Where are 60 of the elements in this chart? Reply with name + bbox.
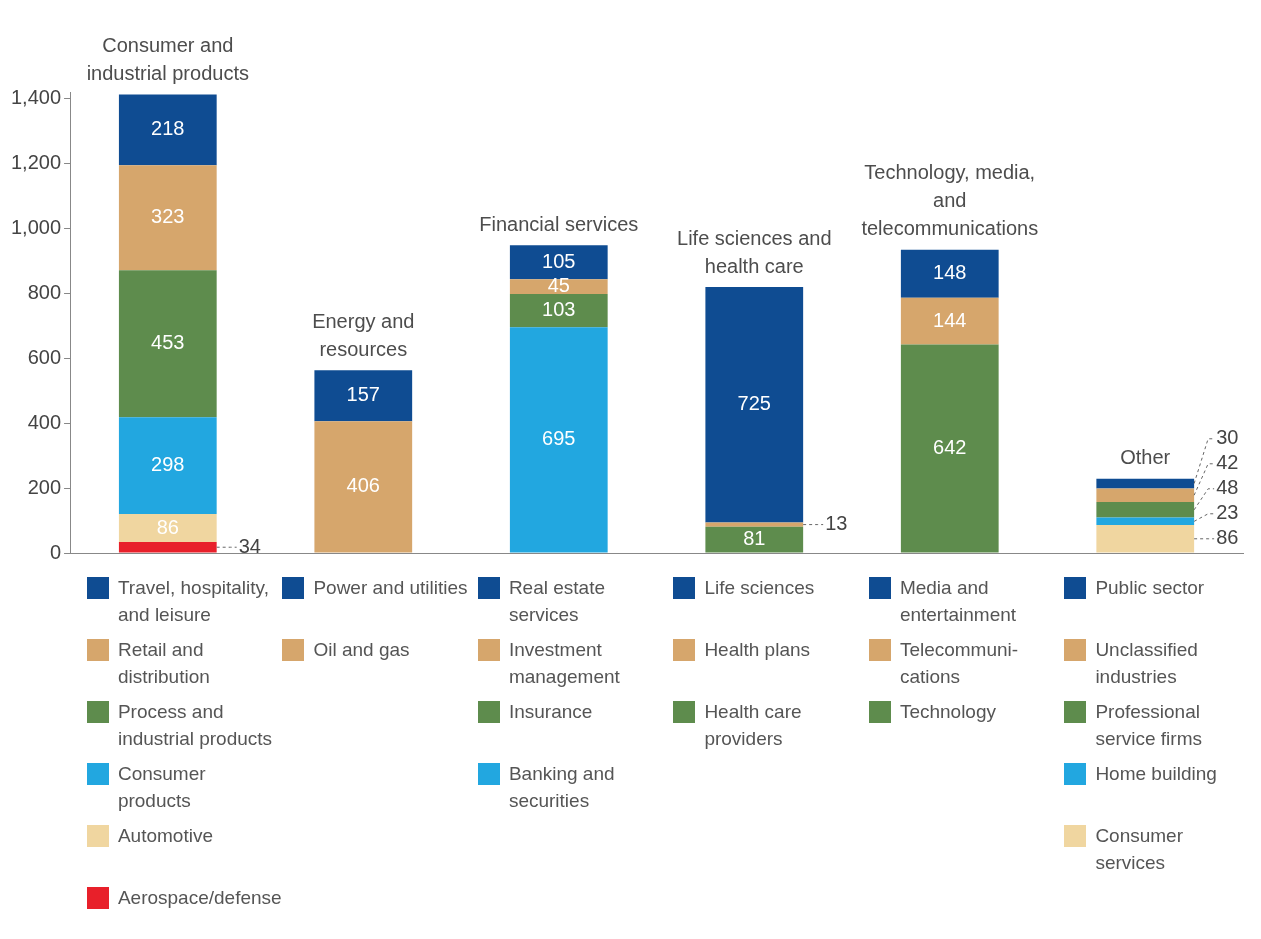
data-label: 157 xyxy=(346,383,380,406)
y-tick-label: 0 xyxy=(49,540,62,563)
legend-label: Process and industrial products xyxy=(117,700,274,751)
legend-label: Power and utilities xyxy=(313,576,468,600)
data-label: 298 xyxy=(151,453,185,476)
legend-label: Life sciences xyxy=(704,576,815,600)
y-tick-label: 800 xyxy=(27,280,62,303)
legend-label: Aerospace/defense xyxy=(117,886,282,910)
legend-label: Retail and distribution xyxy=(117,638,211,689)
data-label: 406 xyxy=(346,474,380,497)
legend-label: Health care providers xyxy=(704,700,803,751)
data-label: 148 xyxy=(933,261,967,284)
data-label: 103 xyxy=(542,298,576,321)
x-tick-label: Other xyxy=(1120,446,1171,469)
legend-label: Travel, hospitality, and leisure xyxy=(117,576,270,627)
legend-label: Real estate services xyxy=(508,576,606,627)
data-label: 30 xyxy=(1216,426,1239,449)
y-tick-label: 600 xyxy=(27,345,62,368)
data-label: 86 xyxy=(156,515,179,538)
y-tick-label: 400 xyxy=(27,410,62,433)
legend-label: Automotive xyxy=(117,824,213,848)
legend-label: Health plans xyxy=(704,638,811,662)
data-label: 105 xyxy=(542,249,576,272)
data-label: 144 xyxy=(933,308,967,331)
data-label: 13 xyxy=(825,512,848,535)
data-label: 218 xyxy=(151,117,185,140)
legend-label: Insurance xyxy=(508,700,593,724)
y-tick-label: 1,400 xyxy=(10,86,62,109)
data-label: 23 xyxy=(1216,501,1239,524)
y-tick-label: 200 xyxy=(27,475,62,498)
x-tick-label: Technology, media, and telecommunications xyxy=(861,161,1039,240)
legend-label: Home building xyxy=(1095,762,1217,786)
x-tick-label: Life sciences and health care xyxy=(677,226,832,277)
data-label: 725 xyxy=(737,392,771,415)
x-tick-label: Financial services xyxy=(479,212,639,235)
legend-label: Public sector xyxy=(1095,576,1205,600)
x-tick-label: Energy and resources xyxy=(312,309,415,360)
legend-label: Professional service firms xyxy=(1095,700,1203,751)
data-label: 453 xyxy=(151,331,185,354)
data-label: 642 xyxy=(933,436,967,459)
data-label: 42 xyxy=(1216,451,1239,474)
legend-label: Investment management xyxy=(508,638,621,689)
data-label: 323 xyxy=(151,205,185,228)
data-label: 34 xyxy=(238,534,261,557)
legend-label: Technology xyxy=(899,700,996,724)
legend-label: Telecommuni-cations xyxy=(899,638,1020,689)
data-label: 86 xyxy=(1216,526,1239,549)
legend-label: Media and entertainment xyxy=(899,576,1018,627)
data-label: 695 xyxy=(542,427,576,450)
legend-label: Consumer services xyxy=(1095,824,1185,875)
legend-label: Unclassified industries xyxy=(1095,638,1199,689)
legend-label: Consumer products xyxy=(117,762,207,813)
legend-label: Banking and securities xyxy=(508,762,616,813)
legend-label: Oil and gas xyxy=(313,638,410,662)
data-label: 45 xyxy=(547,274,570,297)
y-tick-label: 1,200 xyxy=(10,150,62,173)
x-tick-label: Consumer and industrial products xyxy=(86,34,249,85)
y-tick-label: 1,000 xyxy=(10,215,62,238)
data-label: 81 xyxy=(743,527,766,550)
data-label: 48 xyxy=(1216,476,1239,499)
